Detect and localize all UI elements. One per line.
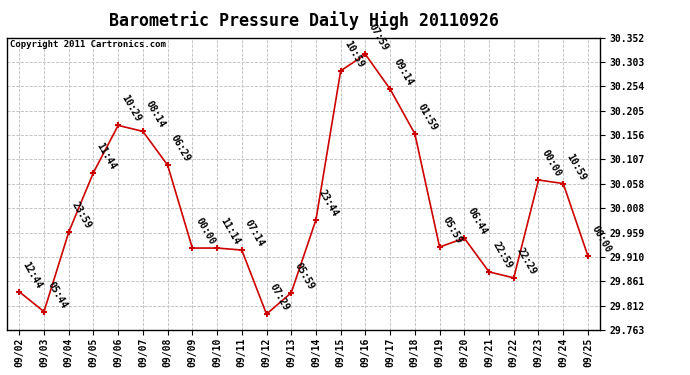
Text: 12:44: 12:44 bbox=[21, 260, 44, 290]
Text: 06:44: 06:44 bbox=[466, 206, 489, 237]
Text: 00:00: 00:00 bbox=[589, 224, 613, 255]
Text: 10:59: 10:59 bbox=[564, 152, 588, 182]
Text: 11:44: 11:44 bbox=[95, 141, 118, 171]
Text: 05:59: 05:59 bbox=[293, 261, 316, 291]
Text: 08:14: 08:14 bbox=[144, 99, 168, 130]
Text: 00:00: 00:00 bbox=[194, 216, 217, 247]
Text: Copyright 2011 Cartronics.com: Copyright 2011 Cartronics.com bbox=[10, 40, 166, 50]
Text: 07:29: 07:29 bbox=[268, 282, 291, 313]
Text: 09:14: 09:14 bbox=[391, 57, 415, 88]
Text: 07:14: 07:14 bbox=[243, 218, 266, 249]
Text: 00:00: 00:00 bbox=[540, 148, 563, 178]
Text: 23:44: 23:44 bbox=[317, 188, 341, 218]
Text: 07:59: 07:59 bbox=[366, 22, 390, 53]
Text: 10:29: 10:29 bbox=[119, 93, 143, 124]
Text: 01:59: 01:59 bbox=[416, 102, 440, 132]
Text: 11:14: 11:14 bbox=[218, 216, 241, 247]
Text: 05:44: 05:44 bbox=[46, 280, 68, 310]
Text: 05:59: 05:59 bbox=[441, 215, 464, 246]
Text: 10:59: 10:59 bbox=[342, 39, 365, 69]
Text: 22:59: 22:59 bbox=[491, 240, 513, 270]
Text: 06:29: 06:29 bbox=[169, 133, 193, 164]
Text: Barometric Pressure Daily High 20110926: Barometric Pressure Daily High 20110926 bbox=[108, 11, 499, 30]
Text: 22:29: 22:29 bbox=[515, 246, 538, 276]
Text: 23:59: 23:59 bbox=[70, 200, 93, 231]
